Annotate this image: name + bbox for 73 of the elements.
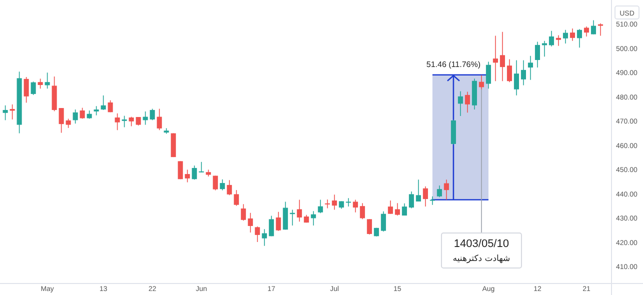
candlestick <box>492 35 498 82</box>
candlestick <box>534 41 540 68</box>
candlestick <box>408 191 414 209</box>
candlestick <box>276 212 281 232</box>
candlestick <box>450 119 456 145</box>
candlestick <box>394 202 400 216</box>
candlestick <box>156 108 162 131</box>
candlestick <box>58 108 64 134</box>
candlestick <box>416 179 421 202</box>
candlestick <box>150 108 155 121</box>
candlestick <box>360 202 365 220</box>
candlestick <box>352 199 358 213</box>
candlestick <box>556 34 562 46</box>
candlestick <box>226 180 232 196</box>
candlestick <box>500 31 505 82</box>
candlestick <box>562 30 568 44</box>
candlestick <box>80 107 85 120</box>
candlestick <box>506 58 512 82</box>
candlestick <box>184 169 190 183</box>
candlestick <box>24 76 29 104</box>
candlestick <box>310 210 316 226</box>
candlestick <box>486 61 491 90</box>
candlestick <box>436 185 442 198</box>
candlestick <box>262 228 267 246</box>
candlestick <box>388 200 393 214</box>
candlestick <box>346 198 351 207</box>
candlestick <box>422 186 428 207</box>
candlestick <box>464 91 470 114</box>
candlestick <box>100 95 106 110</box>
candlestick <box>198 162 204 173</box>
candlestick <box>584 26 590 37</box>
candlestick <box>590 20 596 35</box>
candlestick <box>212 175 218 191</box>
candlestick <box>548 30 554 47</box>
candlestick <box>234 190 239 206</box>
candlestick <box>254 226 260 242</box>
candlestick <box>402 203 407 216</box>
candlestick <box>324 199 330 209</box>
candlestick <box>520 60 526 86</box>
candlestick <box>366 218 372 235</box>
candlestick <box>220 178 225 191</box>
candlestick <box>332 194 337 210</box>
candlestick <box>444 179 449 200</box>
candlestick <box>128 116 134 127</box>
candlestick <box>318 199 323 214</box>
candlestick <box>248 212 253 233</box>
candlestick <box>240 204 246 222</box>
candlestick <box>114 112 120 131</box>
candlestick <box>478 74 484 90</box>
candlestick <box>122 115 127 128</box>
candlestick <box>2 104 8 121</box>
candlestick <box>282 201 288 230</box>
annotation: 1403/05/10 <box>454 238 509 250</box>
candlestick <box>576 28 582 48</box>
candlestick <box>268 215 274 237</box>
candlestick <box>570 28 576 42</box>
candlestick <box>178 160 183 180</box>
candlestick <box>598 22 604 36</box>
annotation: شهادت دکترهنیه <box>452 254 510 264</box>
candlestick <box>380 211 386 232</box>
candlestick <box>430 196 435 206</box>
candlestick <box>72 109 78 124</box>
candlestick <box>192 165 197 180</box>
candlestick <box>296 199 302 222</box>
candlestick <box>458 90 463 116</box>
band-label: 51.46 (11.76%) <box>426 60 481 69</box>
candlestick <box>44 72 50 90</box>
candlestick <box>38 78 43 90</box>
candlestick <box>94 106 99 116</box>
candlestick <box>66 118 71 128</box>
candlestick <box>528 55 533 80</box>
candlestick <box>514 60 519 96</box>
candlestick <box>30 81 36 96</box>
